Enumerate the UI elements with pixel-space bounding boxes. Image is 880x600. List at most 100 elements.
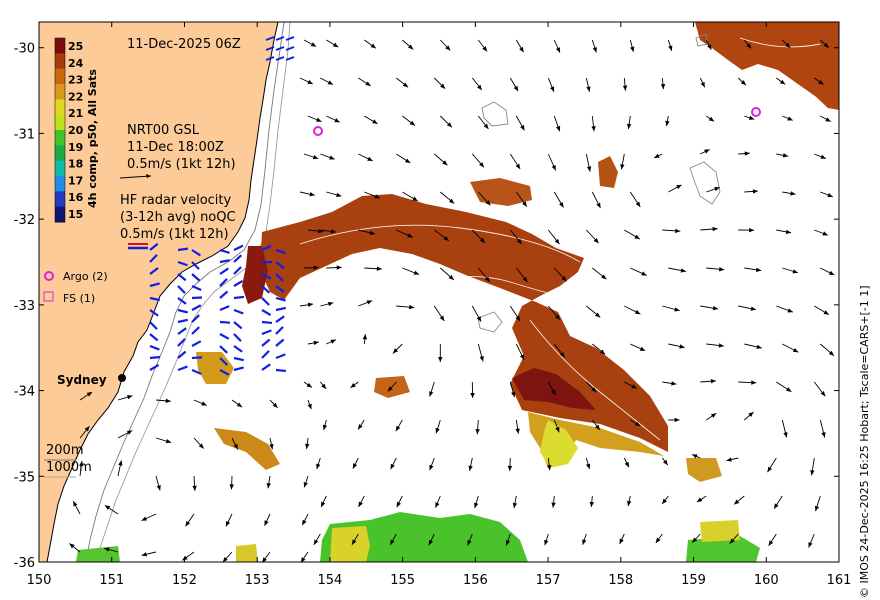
colorbar-swatch bbox=[55, 99, 65, 116]
velocity-arrowhead bbox=[596, 202, 601, 209]
velocity-arrowhead bbox=[404, 158, 411, 164]
hf-vector bbox=[149, 333, 159, 342]
velocity-arrowhead bbox=[236, 402, 243, 408]
isotherms bbox=[299, 37, 821, 441]
velocity-arrowhead bbox=[402, 82, 409, 88]
hf-vector bbox=[191, 326, 200, 335]
velocity-arrowhead bbox=[439, 315, 445, 322]
sst-patch-northeast bbox=[695, 22, 839, 110]
legend-depth-200: 200m bbox=[46, 443, 83, 458]
velocity-arrowhead bbox=[374, 194, 380, 199]
hf-vector bbox=[191, 356, 203, 360]
velocity-arrowhead bbox=[582, 539, 587, 545]
colorbar-swatch bbox=[55, 84, 65, 100]
velocity-arrowhead bbox=[748, 115, 755, 120]
velocity-arrowhead bbox=[198, 443, 204, 449]
velocity-arrowhead bbox=[318, 228, 324, 234]
velocity-arrowhead bbox=[312, 154, 319, 160]
velocity-arrowhead bbox=[808, 542, 813, 548]
velocity-arrowhead bbox=[141, 552, 148, 557]
colorbar-tick-label: 21 bbox=[68, 107, 83, 120]
land-nsw bbox=[38, 21, 279, 563]
velocity-arrowhead bbox=[634, 421, 641, 427]
velocity-arrowhead bbox=[305, 443, 310, 449]
velocity-arrowhead bbox=[668, 45, 673, 51]
hf-vector bbox=[191, 340, 202, 347]
sst-patch-south-orange bbox=[214, 428, 280, 470]
colorbar-tick-label: 17 bbox=[68, 174, 83, 187]
hf-vector bbox=[275, 56, 285, 61]
hf-vector bbox=[177, 350, 187, 359]
velocity-arrowhead bbox=[474, 502, 479, 509]
velocity-arrowhead bbox=[586, 86, 591, 92]
velocity-arrowhead bbox=[710, 379, 716, 384]
legend-fs-label: FS (1) bbox=[63, 292, 95, 305]
velocity-arrowhead bbox=[744, 151, 750, 156]
velocity-arrowhead bbox=[438, 356, 443, 362]
sst-patch-coastal-dark bbox=[242, 246, 268, 304]
velocity-arrowhead bbox=[630, 46, 635, 52]
hf-vector bbox=[265, 46, 275, 51]
legend-nrt-scale: 0.5m/s (1kt 12h) bbox=[127, 157, 236, 172]
hf-vector bbox=[261, 297, 270, 306]
velocity-arrowhead bbox=[127, 394, 133, 400]
x-tick-label: 153 bbox=[245, 573, 270, 588]
sst-patch-north-small bbox=[598, 156, 618, 188]
velocity-arrowhead bbox=[823, 42, 829, 48]
velocity-arrowhead bbox=[351, 539, 357, 545]
contour-1000m bbox=[95, 21, 291, 563]
velocity-arrowhead bbox=[396, 501, 401, 508]
velocity-arrowhead bbox=[442, 160, 448, 166]
velocity-arrowhead bbox=[828, 350, 835, 356]
sst-patch-yellow-south bbox=[330, 526, 370, 562]
hf-vector bbox=[265, 36, 275, 41]
legend-nrt-arrow bbox=[119, 175, 152, 179]
velocity-arrowhead bbox=[779, 79, 786, 85]
velocity-arrowhead bbox=[520, 124, 525, 131]
velocity-arrowhead bbox=[756, 344, 762, 350]
y-tick-label: -34 bbox=[14, 385, 35, 400]
velocity-arrowhead bbox=[627, 500, 632, 507]
velocity-arrowhead bbox=[413, 270, 420, 275]
velocity-arrowhead bbox=[820, 154, 826, 159]
velocity-arrowhead bbox=[407, 233, 413, 238]
velocity-arrowhead bbox=[73, 501, 78, 507]
velocity-arrowhead bbox=[818, 79, 824, 85]
velocity-arrowhead bbox=[307, 403, 312, 410]
velocity-arrowhead bbox=[601, 274, 607, 280]
velocity-arrowhead bbox=[316, 463, 321, 469]
hf-vector bbox=[233, 366, 244, 372]
velocity-arrowhead bbox=[201, 401, 207, 406]
velocity-arrowhead bbox=[367, 156, 373, 161]
velocity-arrowhead bbox=[313, 340, 319, 346]
velocity-arrowhead bbox=[619, 538, 624, 545]
legend-argo-label: Argo (2) bbox=[63, 270, 108, 283]
velocity-arrowhead bbox=[593, 237, 599, 244]
velocity-arrowhead bbox=[485, 200, 491, 206]
velocity-arrowhead bbox=[774, 503, 779, 509]
hf-vector bbox=[275, 306, 287, 312]
velocity-arrowhead bbox=[554, 238, 560, 245]
velocity-arrowhead bbox=[749, 227, 755, 233]
velocity-arrowhead bbox=[435, 427, 440, 434]
velocity-arrowhead bbox=[507, 465, 513, 471]
velocity-arrowhead bbox=[262, 557, 267, 563]
velocity-arrowhead bbox=[585, 463, 591, 469]
velocity-arrowhead bbox=[750, 306, 756, 311]
hf-vector bbox=[149, 254, 158, 263]
hf-vector bbox=[149, 282, 160, 288]
map-date: 11-Dec-2025 06Z bbox=[127, 37, 241, 52]
velocity-arrowhead bbox=[665, 120, 670, 127]
velocity-arrowhead bbox=[522, 276, 528, 283]
velocity-arrowhead bbox=[823, 310, 829, 315]
velocity-arrowhead bbox=[710, 413, 717, 418]
hf-vector bbox=[265, 56, 275, 61]
velocity-arrowhead bbox=[429, 464, 434, 471]
velocity-arrowhead bbox=[782, 153, 789, 158]
velocity-arrowhead bbox=[303, 481, 308, 488]
velocity-arrowhead bbox=[591, 126, 596, 132]
hf-radar-vectors bbox=[149, 36, 295, 376]
hf-vector bbox=[233, 244, 244, 251]
velocity-arrowhead bbox=[767, 466, 772, 473]
